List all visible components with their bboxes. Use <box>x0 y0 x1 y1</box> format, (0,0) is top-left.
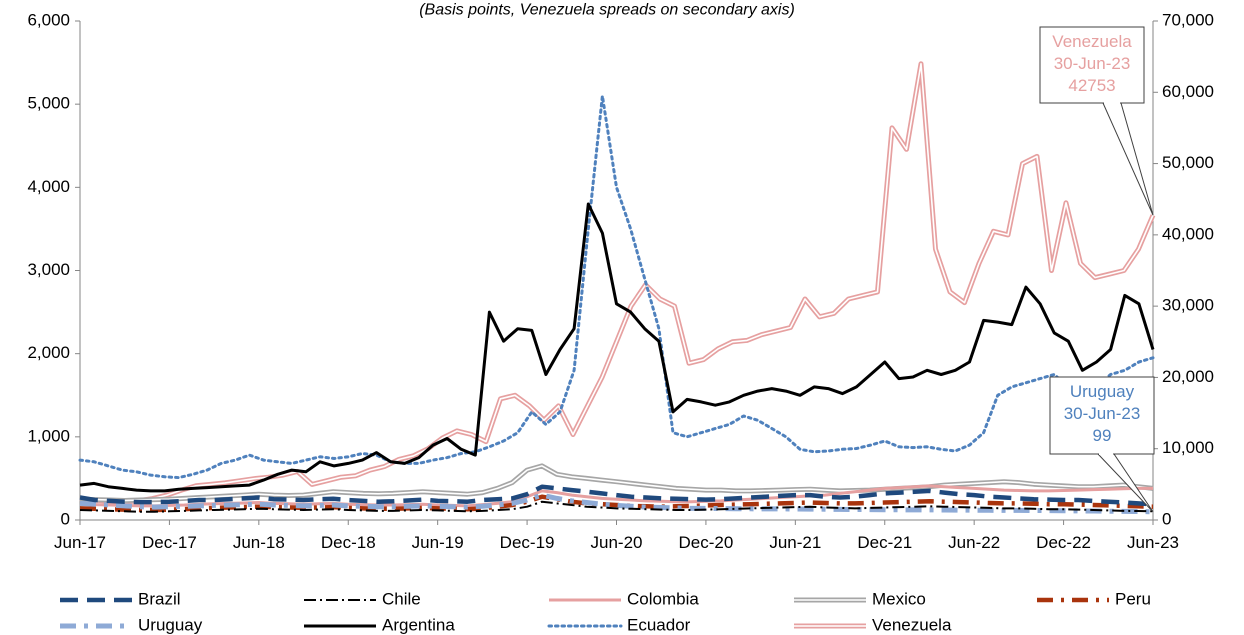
series-line-argentina <box>79 202 1155 493</box>
callout-text: 99 <box>1093 426 1112 445</box>
left-tick-label: 4,000 <box>27 177 70 196</box>
x-tick-label: Dec-21 <box>857 533 912 552</box>
callout-text: 30-Jun-23 <box>1054 54 1131 73</box>
series-line-ecuador <box>78 94 1155 480</box>
legend-label: Uruguay <box>138 615 203 634</box>
series-line-brazil <box>79 484 1154 507</box>
left-tick-label: 2,000 <box>27 343 70 362</box>
legend-item-mexico: Mexico <box>794 589 926 608</box>
callout-pointer <box>1102 102 1154 216</box>
callout-uruguay: Uruguay 30-Jun-23 99 <box>1049 376 1155 513</box>
legend-label: Argentina <box>382 615 455 634</box>
series-layer <box>78 61 1156 515</box>
left-tick-label: 3,000 <box>27 260 70 279</box>
right-tick-label: 20,000 <box>1162 367 1214 386</box>
right-tick-label: 10,000 <box>1162 438 1214 457</box>
left-tick-label: 5,000 <box>27 94 70 113</box>
series-line-venezuela <box>79 61 1156 505</box>
right-tick-label: 0 <box>1162 509 1171 528</box>
legend-label: Chile <box>382 589 421 608</box>
left-tick-label: 6,000 <box>27 10 70 29</box>
legend-label: Peru <box>1115 589 1151 608</box>
x-tick-label: Jun-20 <box>591 533 643 552</box>
left-tick-label: 1,000 <box>27 426 70 445</box>
legend-item-argentina: Argentina <box>304 615 455 634</box>
callouts: Venezuela 30-Jun-23 42753 Uruguay 30-Jun-23 9… <box>1039 26 1155 513</box>
callout-text: 30-Jun-23 <box>1064 404 1141 423</box>
series-line-peru <box>79 494 1154 513</box>
right-tick-label: 70,000 <box>1162 10 1214 29</box>
x-tick-label: Jun-17 <box>54 533 106 552</box>
callout-text: Venezuela <box>1052 32 1132 51</box>
right-tick-label: 40,000 <box>1162 224 1214 243</box>
axes: 0 1,000 2,000 3,000 4,000 5,000 6,000 0 10,000 20… <box>27 10 1214 552</box>
x-tick-label: Dec-20 <box>679 533 734 552</box>
left-tick-label: 0 <box>61 509 70 528</box>
legend-label: Mexico <box>872 589 926 608</box>
x-tick-label: Dec-18 <box>321 533 376 552</box>
legend-item-ecuador: Ecuador <box>547 615 691 634</box>
right-tick-label: 30,000 <box>1162 296 1214 315</box>
legend-label: Venezuela <box>872 615 952 634</box>
callout-text: Uruguay <box>1070 382 1135 401</box>
x-tick-label: Dec-17 <box>142 533 197 552</box>
legend-label: Colombia <box>627 589 699 608</box>
legend-item-colombia: Colombia <box>549 589 699 608</box>
x-tick-label: Jun-21 <box>769 533 821 552</box>
callout-venezuela: Venezuela 30-Jun-23 42753 <box>1039 26 1154 216</box>
x-tick-label: Jun-22 <box>948 533 1000 552</box>
legend-label: Ecuador <box>627 615 691 634</box>
legend-item-peru: Peru <box>1037 589 1151 608</box>
legend-item-uruguay: Uruguay <box>60 615 203 634</box>
legend-item-venezuela: Venezuela <box>794 615 952 634</box>
series-line-inner-venezuela <box>79 62 1154 504</box>
x-tick-label: Jun-19 <box>412 533 464 552</box>
callout-box <box>1039 26 1145 104</box>
x-tick-label: Jun-23 <box>1127 533 1179 552</box>
right-tick-label: 50,000 <box>1162 153 1214 172</box>
series-line-inner-mexico <box>79 465 1154 502</box>
chart-subtitle: (Basis points, Venezuela spreads on seco… <box>419 1 795 18</box>
callout-box <box>1049 376 1155 455</box>
callout-text: 42753 <box>1068 76 1115 95</box>
legend-label: Brazil <box>138 589 181 608</box>
x-tick-label: Jun-18 <box>233 533 285 552</box>
series-line-chile <box>79 500 1154 513</box>
series-line-colombia <box>79 484 1153 508</box>
x-tick-label: Dec-19 <box>500 533 555 552</box>
legend-item-chile: Chile <box>304 589 421 608</box>
x-tick-label: Dec-22 <box>1036 533 1091 552</box>
right-tick-label: 60,000 <box>1162 82 1214 101</box>
legend-item-brazil: Brazil <box>60 589 181 608</box>
legend: Brazil Chile Colombia Mexico Peru Uruguay Arge… <box>60 589 1151 634</box>
